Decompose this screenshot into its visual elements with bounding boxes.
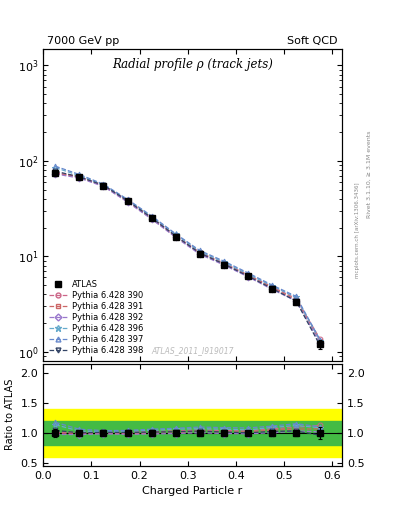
Bar [43, 421, 342, 445]
Text: 7000 GeV pp: 7000 GeV pp [47, 36, 119, 46]
Text: ATLAS_2011_I919017: ATLAS_2011_I919017 [151, 346, 234, 355]
Text: Radial profile ρ (track jets): Radial profile ρ (track jets) [112, 58, 273, 71]
Text: mcplots.cern.ch [arXiv:1306.3436]: mcplots.cern.ch [arXiv:1306.3436] [355, 183, 360, 278]
X-axis label: Charged Particle r: Charged Particle r [142, 486, 243, 496]
Text: Soft QCD: Soft QCD [288, 36, 338, 46]
Text: Rivet 3.1.10, ≥ 3.1M events: Rivet 3.1.10, ≥ 3.1M events [367, 131, 372, 218]
Bar [43, 409, 342, 457]
Y-axis label: Ratio to ATLAS: Ratio to ATLAS [5, 379, 15, 451]
Legend: ATLAS, Pythia 6.428 390, Pythia 6.428 391, Pythia 6.428 392, Pythia 6.428 396, P: ATLAS, Pythia 6.428 390, Pythia 6.428 39… [48, 278, 145, 357]
